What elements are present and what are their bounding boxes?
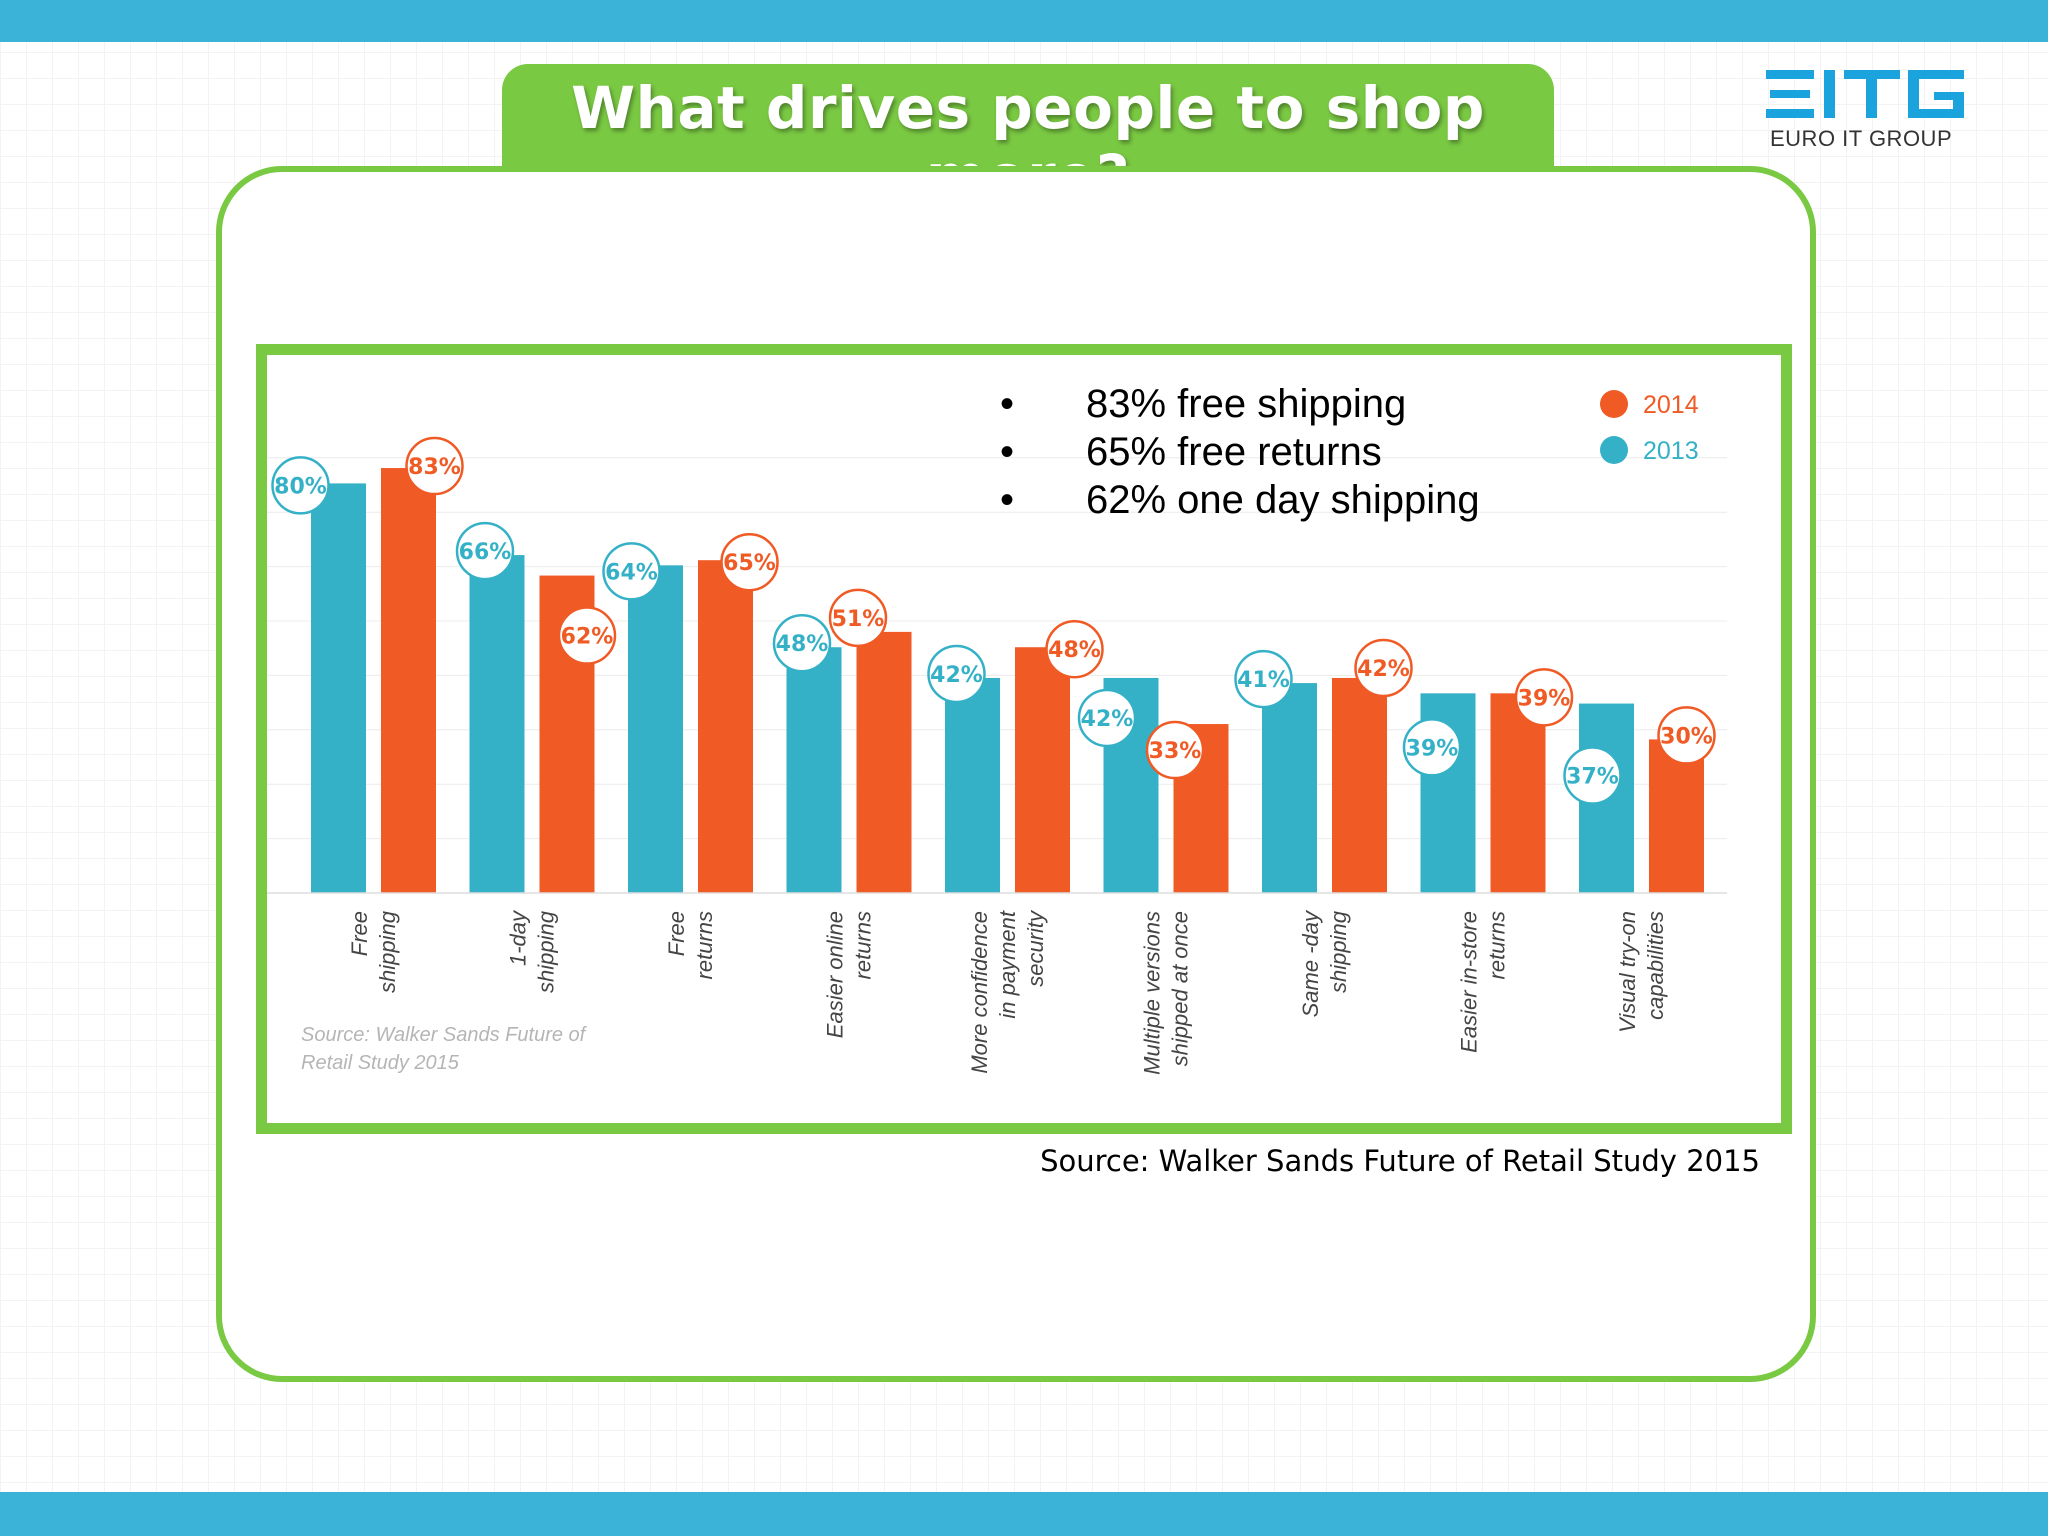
value-badge (455, 521, 515, 581)
legend-label-2013: 2013 (1643, 437, 1699, 465)
data-label: 80% (274, 474, 327, 499)
title-banner: What drives people to shop more? (502, 64, 1554, 210)
value-badge (1234, 649, 1293, 709)
source-citation: Source: Walker Sands Future of Retail St… (1040, 1144, 1760, 1178)
category-label-line: Multiple versions (1140, 911, 1165, 1075)
data-label: 42% (1357, 657, 1410, 682)
data-label: 37% (1566, 765, 1619, 790)
data-label: 51% (832, 607, 885, 632)
category-label: Easier online returns (823, 911, 876, 1038)
finding-text: 62% one day shipping (1086, 478, 1480, 522)
legend-label-2014: 2014 (1643, 391, 1699, 419)
value-badge (1563, 746, 1622, 805)
data-label: 41% (1237, 668, 1290, 693)
bar-2013 (786, 647, 842, 893)
category-label-line: capabilities (1643, 911, 1668, 1020)
bullet-icon: • (1000, 382, 1015, 426)
data-label: 48% (1048, 638, 1101, 663)
bar-2014 (856, 631, 912, 893)
bar-2014 (1015, 647, 1070, 893)
category-label-line: shipping (375, 910, 400, 993)
value-badge (1145, 720, 1205, 780)
bar-2013 (628, 565, 683, 893)
category-label: Same -day shipping (1298, 909, 1351, 1017)
category-label: Visual try-on capabilities (1615, 911, 1668, 1033)
top-accent-bar (0, 0, 2048, 42)
data-label: 42% (930, 663, 983, 688)
value-badge (1354, 638, 1413, 698)
category-label-line: Free (664, 911, 689, 956)
chart-frame: 80% 83% Free shipping 66% 62% 1-day shipping 64%… (256, 344, 1792, 1134)
slide-title: What drives people to shop more? (571, 74, 1485, 210)
category-label-line: shipped at once (1168, 911, 1193, 1066)
category-label-line: returns (851, 911, 876, 979)
bar-2014 (1649, 739, 1704, 893)
category-label: More confidence in payment security (967, 909, 1048, 1074)
bullet-icon: • (1000, 430, 1015, 474)
bar-2014 (698, 560, 753, 893)
bar-2013 (945, 677, 1000, 893)
logo-icon (1766, 70, 1964, 118)
bar-2014 (381, 468, 436, 893)
category-label-line: returns (1485, 911, 1510, 979)
finding-text: 65% free returns (1086, 430, 1382, 474)
data-label: 48% (776, 632, 829, 657)
value-badge (405, 436, 464, 496)
bar-2013 (1262, 683, 1317, 893)
bar-2014 (1490, 693, 1546, 893)
chart-source-note: Retail Study 2015 (301, 1052, 460, 1074)
data-label: 30% (1660, 724, 1713, 749)
category-label-line: More confidence (967, 911, 992, 1074)
legend-swatch-2013 (1600, 436, 1628, 464)
data-label: 39% (1406, 736, 1459, 761)
category-label-line: shipping (1326, 910, 1351, 993)
category-label-line: Same -day (1298, 909, 1323, 1017)
category-label-line: in payment (995, 910, 1020, 1019)
value-badge (1077, 688, 1137, 748)
data-label: 33% (1149, 739, 1202, 764)
finding-text: 83% free shipping (1086, 382, 1407, 426)
data-label: 64% (605, 560, 658, 585)
value-badge (1514, 668, 1574, 727)
legend-swatch-2014 (1600, 390, 1628, 418)
data-label: 39% (1518, 686, 1571, 711)
value-badge (1657, 706, 1716, 765)
category-label-line: Visual try-on (1615, 911, 1640, 1033)
value-badge (602, 542, 661, 601)
category-label-line: 1-day (506, 909, 531, 966)
data-label: 65% (723, 551, 776, 576)
value-badge (772, 613, 832, 673)
category-label-line: Easier in-store (1457, 911, 1482, 1053)
category-label: 1-day shipping (506, 909, 559, 993)
category-label-line: shipping (534, 910, 559, 993)
bar-2013 (469, 555, 525, 893)
bar-2013 (311, 483, 366, 893)
value-badge (828, 588, 888, 648)
value-badge (1402, 718, 1462, 777)
data-label: 66% (459, 540, 512, 565)
category-label-line: security (1023, 909, 1048, 987)
value-badge (557, 606, 617, 665)
data-label: 42% (1081, 707, 1134, 732)
category-label: Free shipping (347, 910, 400, 993)
logo-text: EURO IT GROUP (1770, 126, 1953, 151)
value-badge (271, 456, 330, 515)
bottom-accent-bar (0, 1492, 2048, 1536)
category-label-line: returns (692, 911, 717, 979)
category-label-line: Easier online (823, 911, 848, 1038)
data-label: 62% (561, 625, 614, 650)
category-label: Easier in-store returns (1457, 911, 1510, 1053)
category-label: Free returns (664, 911, 717, 979)
data-label: 83% (408, 455, 461, 480)
chart-source-note: Source: Walker Sands Future of (301, 1024, 588, 1046)
value-badge (927, 644, 986, 704)
value-badge (720, 532, 779, 592)
bullet-icon: • (1000, 478, 1015, 522)
bar-2014 (1332, 677, 1387, 893)
category-label-line: Free (347, 911, 372, 956)
category-label: Multiple versions shipped at once (1140, 911, 1193, 1075)
value-badge (1045, 619, 1104, 679)
